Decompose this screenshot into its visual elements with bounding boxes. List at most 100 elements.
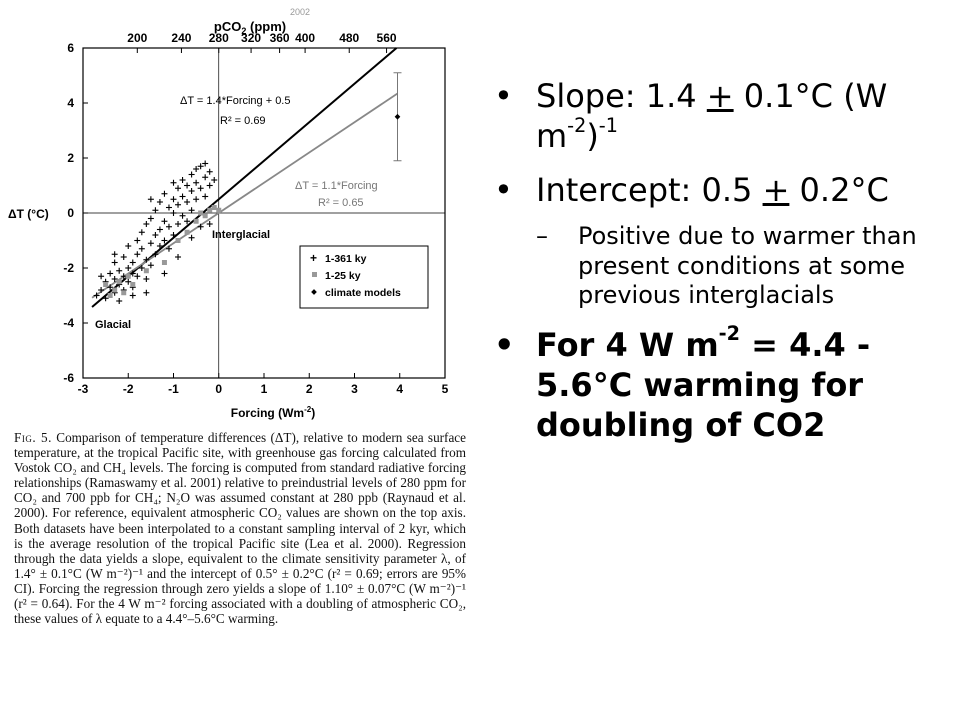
legend-marker-diamond xyxy=(311,289,317,295)
data-point-1-361-ky xyxy=(102,295,109,302)
bullet-dot: • xyxy=(494,77,513,115)
y-tick-label: 0 xyxy=(67,206,74,220)
data-point-1-361-ky xyxy=(129,259,136,266)
figure-number: Fig. 5. xyxy=(14,430,52,445)
data-point-1-361-ky xyxy=(184,218,191,225)
data-point-1-361-ky xyxy=(138,245,145,252)
data-point-1-361-ky xyxy=(143,276,150,282)
data-point-1-361-ky xyxy=(170,179,177,186)
legend-box xyxy=(299,245,429,309)
data-point-1-361-ky xyxy=(197,163,204,170)
data-point-1-361-ky xyxy=(156,226,163,233)
data-point-1-361-ky xyxy=(197,223,204,230)
diamond-marker xyxy=(394,113,401,120)
interglacial-annotation: Interglacial xyxy=(212,229,270,241)
data-point-1-361-ky xyxy=(161,237,168,244)
data-point-1-25-ky xyxy=(161,260,167,265)
y-tick-label: -2 xyxy=(63,261,74,275)
x-tick-label: 1 xyxy=(261,382,268,396)
data-point-1-25-ky xyxy=(107,293,113,298)
data-point-1-361-ky xyxy=(143,221,150,227)
data-point-1-361-ky xyxy=(170,232,177,238)
data-point-1-361-ky xyxy=(193,166,200,172)
data-point-1-361-ky xyxy=(138,229,145,236)
data-point-1-361-ky xyxy=(134,273,141,280)
data-point-1-361-ky xyxy=(202,193,209,200)
data-point-1-361-ky xyxy=(125,265,132,271)
data-point-1-361-ky xyxy=(147,240,154,247)
data-point-1-361-ky xyxy=(161,270,168,277)
scatter-chart: -3 -2 -1 0 1 2 3 4 5 -6 -4 -2 0 2 4 6 200 240 280 320 360 400… xyxy=(8,7,449,420)
slide-bullets: • Slope: 1.4 + 0.1°C (W m-2)-1 • Interce… xyxy=(494,76,934,459)
data-point-1-361-ky xyxy=(206,221,213,227)
data-point-1-361-ky xyxy=(98,287,105,293)
data-point-1-361-ky xyxy=(134,251,141,258)
data-point-1-361-ky xyxy=(125,243,132,249)
data-point-1-361-ky xyxy=(138,265,145,271)
data-point-1-361-ky xyxy=(175,254,182,260)
data-point-1-361-ky xyxy=(147,215,154,222)
data-point-1-25-ky xyxy=(143,268,149,274)
x-tick-label: 5 xyxy=(442,382,449,396)
data-point-1-25-ky xyxy=(198,210,204,216)
data-point-1-361-ky xyxy=(193,179,200,186)
x-tick-label: 2 xyxy=(306,382,313,396)
data-point-1-361-ky xyxy=(93,292,100,299)
data-point-1-361-ky xyxy=(116,298,123,304)
data-point-1-361-ky xyxy=(175,221,182,227)
x-tick-label: 4 xyxy=(396,382,403,396)
data-point-1-361-ky xyxy=(111,259,118,266)
data-point-1-25-ky xyxy=(116,279,122,285)
data-point-1-25-ky xyxy=(202,213,208,219)
data-point-1-25-ky xyxy=(184,229,190,235)
data-point-1-361-ky xyxy=(206,182,213,189)
data-point-1-361-ky xyxy=(143,289,150,296)
x-tick-label: 0 xyxy=(215,382,222,396)
data-point-1-361-ky xyxy=(152,232,159,238)
top-tick-label: 560 xyxy=(377,31,397,45)
data-point-1-25-ky xyxy=(125,273,131,279)
data-point-1-361-ky xyxy=(188,207,195,214)
top-tick-label: 360 xyxy=(270,31,290,45)
x-tick-label: -3 xyxy=(78,382,89,396)
x-tick-label: -2 xyxy=(123,382,134,396)
data-point-1-361-ky xyxy=(98,273,105,280)
x-axis-label: Forcing (Wm-2) xyxy=(231,405,315,420)
data-point-1-361-ky xyxy=(143,256,150,263)
data-point-1-361-ky xyxy=(111,276,118,282)
data-point-1-361-ky xyxy=(161,218,168,225)
data-point-1-361-ky xyxy=(147,262,154,269)
legend-marker-square xyxy=(312,272,317,277)
data-point-1-361-ky xyxy=(202,174,209,181)
data-point-1-361-ky xyxy=(179,193,186,200)
fit-label-gray: ΔT = 1.1*Forcing xyxy=(295,180,378,192)
bullet-intercept: • Intercept: 0.5 + 0.2°C xyxy=(494,171,889,209)
y-tick-label: 4 xyxy=(67,96,74,110)
data-point-1-361-ky xyxy=(188,188,195,194)
data-point-1-361-ky xyxy=(188,234,195,241)
data-point-1-25-ky xyxy=(121,290,127,296)
sub-bullet-dash: – xyxy=(536,222,548,250)
data-point-1-361-ky xyxy=(107,270,114,277)
fit-label-black: ΔT = 1.4*Forcing + 0.5 xyxy=(180,95,290,107)
x-tick-label: 3 xyxy=(351,382,358,396)
legend-entry-1-361-ky: 1-361 ky xyxy=(325,253,367,265)
top-tick-label: 200 xyxy=(127,31,147,45)
top-tick-label: 240 xyxy=(171,31,191,45)
data-point-1-361-ky xyxy=(120,254,127,260)
top-tick-label: 400 xyxy=(295,31,315,45)
data-point-1-361-ky xyxy=(152,251,159,258)
figure-chart: -3 -2 -1 0 1 2 3 4 5 -6 -4 -2 0 2 4 6 200 240 280 320 360 400… xyxy=(0,0,470,440)
data-point-1-25-ky xyxy=(175,238,181,243)
top-tick-label: 320 xyxy=(241,31,261,45)
data-point-1-361-ky xyxy=(152,207,159,214)
figure-caption: Fig. 5. Comparison of temperature differ… xyxy=(14,430,466,626)
data-point-1-361-ky xyxy=(125,278,132,285)
x-tick-label: -1 xyxy=(168,382,179,396)
regression-line-gray xyxy=(91,92,398,299)
y-axis-label: ΔT (°C) xyxy=(8,207,49,221)
data-point-1-25-ky xyxy=(216,207,222,213)
legend-marker-plus: + xyxy=(310,251,317,265)
data-point-1-361-ky xyxy=(129,270,136,277)
top-tick-label: 480 xyxy=(339,31,359,45)
